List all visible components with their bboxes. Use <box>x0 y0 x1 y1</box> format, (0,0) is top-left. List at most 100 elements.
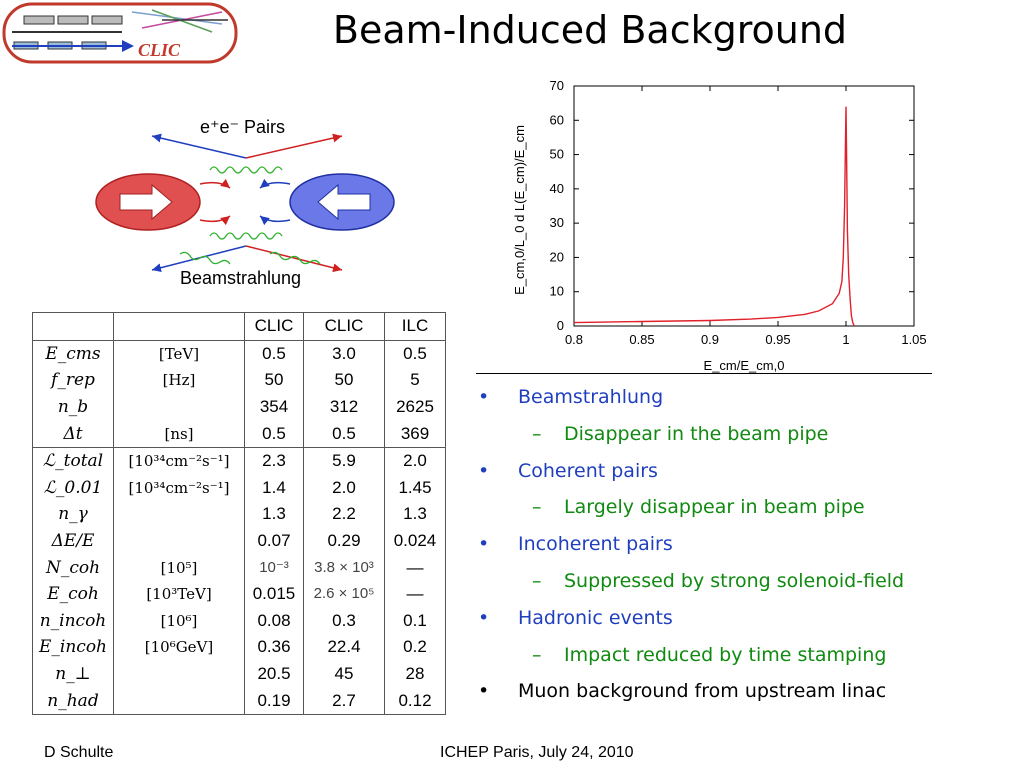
row-unit <box>113 660 245 688</box>
bullet-marker: • <box>478 680 490 703</box>
cell: 0.12 <box>384 687 446 715</box>
row-symbol: E_cms <box>32 340 114 368</box>
cell: — <box>384 580 446 608</box>
bullet-text: Disappear in the beam pipe <box>564 422 829 445</box>
table-row: ℒ_total [10³⁴cm⁻²s⁻¹] 2.3 5.9 2.0 <box>32 447 446 475</box>
row-symbol: E_coh <box>32 580 114 608</box>
table-row: n_incoh [10⁶] 0.08 0.3 0.1 <box>32 607 446 635</box>
cell: 50 <box>303 367 385 394</box>
table-row: n_γ 1.3 2.2 1.3 <box>32 501 446 528</box>
row-unit: [10⁵] <box>113 554 245 581</box>
beamstrahlung-label: Beamstrahlung <box>180 268 301 288</box>
cell: 0.2 <box>384 634 446 661</box>
cell: 1.4 <box>244 474 304 502</box>
sub-bullet: – Impact reduced by time stamping <box>478 640 1018 677</box>
cell: 3.8 × 10³ <box>303 554 385 581</box>
footer-author: D Schulte <box>44 744 114 761</box>
cell: 2.0 <box>384 447 446 475</box>
cell: 1.3 <box>244 501 304 528</box>
bullet: • Incoherent pairs <box>478 529 1018 566</box>
y-tick-label: 20 <box>550 249 564 264</box>
x-tick-label: 0.95 <box>765 332 790 347</box>
table-row: f_rep [Hz] 50 50 5 <box>32 367 446 394</box>
x-tick-label: 1.05 <box>901 332 926 347</box>
bullet-text: Muon background from upstream linac <box>518 680 887 703</box>
bullet: • Coherent pairs <box>478 456 1018 493</box>
cell: 2.2 <box>303 501 385 528</box>
row-unit: [10³⁴cm⁻²s⁻¹] <box>113 447 245 475</box>
row-symbol: f_rep <box>32 367 114 394</box>
parameter-table: CLIC CLIC ILC E_cms [TeV] 0.5 3.0 0.5 f_rep[… <box>32 312 446 715</box>
cell: 10⁻³ <box>244 554 304 581</box>
row-symbol: ℒ_0.01 <box>32 474 114 502</box>
y-tick-label: 40 <box>550 181 564 196</box>
row-symbol: E_incoh <box>32 634 114 661</box>
cell: 20.5 <box>244 660 304 688</box>
table-row: E_cms [TeV] 0.5 3.0 0.5 <box>32 340 446 368</box>
cell: 50 <box>244 367 304 394</box>
cell: 0.36 <box>244 634 304 661</box>
row-symbol: n_had <box>32 687 114 715</box>
bullet-text: Beamstrahlung <box>518 386 664 408</box>
cell: 22.4 <box>303 634 385 661</box>
plot-frame <box>573 85 915 327</box>
table-row: n_b 354 312 2625 <box>32 393 446 421</box>
table-row: E_incoh [10⁶GeV] 0.36 22.4 0.2 <box>32 634 446 661</box>
table-header: ILC <box>384 312 446 341</box>
row-symbol: ℒ_total <box>32 447 114 475</box>
dash-marker: – <box>532 496 542 519</box>
cell: 1.45 <box>384 474 446 502</box>
cell: 0.3 <box>303 607 385 635</box>
bullet-marker: • <box>478 606 490 629</box>
clic-logo: CLIC <box>2 2 238 64</box>
table-row: N_coh [10⁵] 10⁻³ 3.8 × 10³ — <box>32 554 446 581</box>
cell: 0.5 <box>244 340 304 368</box>
table-header: CLIC <box>244 312 304 341</box>
cell: 0.08 <box>244 607 304 635</box>
table-row: ℒ_0.01 [10³⁴cm⁻²s⁻¹] 1.4 2.0 1.45 <box>32 474 446 502</box>
y-tick-label: 0 <box>557 318 564 333</box>
cell: 0.024 <box>384 527 446 555</box>
cell: 5.9 <box>303 447 385 475</box>
row-unit: [TeV] <box>113 340 245 368</box>
luminosity-spectrum-chart: 0.8 0.85 0.9 0.95 1 1.05 0 10 20 30 40 50 60 70 E_cm… <box>512 78 927 373</box>
bullet-text: Largely disappear in beam pipe <box>564 496 865 519</box>
table-row: E_coh [10³TeV] 0.015 2.6 × 10⁵ — <box>32 580 446 608</box>
table-row: Δt [ns] 0.5 0.5 369 <box>32 420 446 448</box>
bullet-marker: • <box>478 533 490 556</box>
beam-collision-diagram: e⁺e⁻ Pairs Beamstrahlung <box>95 117 395 288</box>
row-unit: [10³⁴cm⁻²s⁻¹] <box>113 474 245 502</box>
table-header <box>113 312 245 341</box>
y-axis-label: E_cm,0/L_0 d L(E_cm)/E_cm <box>512 125 527 295</box>
row-unit <box>113 527 245 555</box>
row-unit: [10³TeV] <box>113 580 245 608</box>
row-symbol: ΔE/E <box>32 527 114 555</box>
row-unit <box>113 393 245 421</box>
row-unit <box>113 501 245 528</box>
row-symbol: n_b <box>32 393 114 421</box>
cell: 0.19 <box>244 687 304 715</box>
row-symbol: Δt <box>32 420 114 448</box>
row-unit: [10⁶] <box>113 607 245 635</box>
dash-marker: – <box>532 422 542 445</box>
row-unit: [10⁶GeV] <box>113 634 245 661</box>
cell: 0.1 <box>384 607 446 635</box>
table-header-row: CLIC CLIC ILC <box>32 312 446 341</box>
cell: 2.7 <box>303 687 385 715</box>
spectrum-line <box>573 106 855 327</box>
cell: 45 <box>303 660 385 688</box>
cell: 2.0 <box>303 474 385 502</box>
cell: 369 <box>384 420 446 448</box>
bullet: • Beamstrahlung <box>478 382 1018 419</box>
sub-bullet: – Disappear in the beam pipe <box>478 419 1018 456</box>
row-symbol: n_γ <box>32 501 114 528</box>
y-tick-label: 50 <box>550 147 564 162</box>
bullet-list: • Beamstrahlung – Disappear in the beam pip… <box>478 382 1018 713</box>
cell: 3.0 <box>303 340 385 368</box>
x-tick-label: 0.9 <box>701 332 719 347</box>
y-tick-label: 10 <box>550 284 564 299</box>
table-row: n_⊥ 20.5 45 28 <box>32 660 446 688</box>
dash-marker: – <box>532 569 542 592</box>
footer-event: ICHEP Paris, July 24, 2010 <box>440 744 634 761</box>
y-tick-label: 70 <box>550 78 564 93</box>
